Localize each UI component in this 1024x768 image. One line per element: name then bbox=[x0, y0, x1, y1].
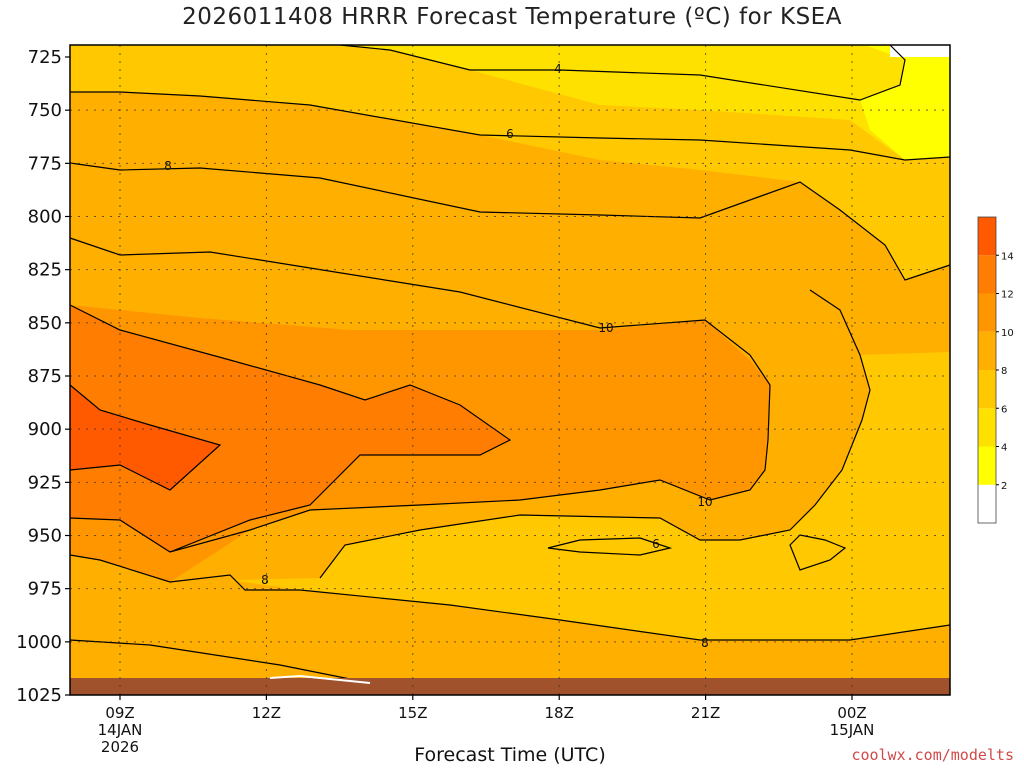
band-2-4 bbox=[860, 45, 950, 160]
contour-lines bbox=[69, 44, 951, 684]
contour-label: 6 bbox=[652, 537, 660, 551]
colorbar-swatch bbox=[978, 484, 996, 523]
contour-12 bbox=[69, 384, 222, 491]
contour-label: 10 bbox=[697, 495, 712, 509]
ground-strip-edge bbox=[269, 674, 371, 684]
x-tick-sublabel: 15JAN bbox=[830, 721, 875, 739]
contour-6 bbox=[70, 91, 951, 161]
chart-title: 2026011408 HRRR Forecast Temperature (ºC… bbox=[182, 4, 842, 30]
contour-8-mid bbox=[69, 304, 512, 553]
credit-text: coolwx.com/modelts bbox=[851, 746, 1014, 764]
x-axis-label: Forecast Time (UTC) bbox=[414, 744, 606, 766]
contour-label: 8 bbox=[261, 573, 269, 587]
contour-6-loop bbox=[789, 534, 847, 571]
y-tick-label: 750 bbox=[28, 100, 62, 121]
colorbar-swatch bbox=[978, 255, 996, 294]
colorbar-tick-label: 4 bbox=[1001, 443, 1007, 454]
colorbar-tick-label: 6 bbox=[1001, 404, 1007, 415]
contour-8-lower bbox=[69, 554, 951, 641]
band-12-14 bbox=[70, 305, 510, 552]
colorbar-tick-label: 2 bbox=[1001, 481, 1007, 492]
contour-labels: 4 6 8 10 10 6 8 8 bbox=[164, 62, 712, 650]
contour-4 bbox=[339, 44, 906, 101]
x-tick-label: 09Z bbox=[105, 704, 134, 722]
x-tick-sublabel: 2026 bbox=[101, 738, 139, 756]
contour-8-upper bbox=[69, 162, 951, 281]
contour-6-lower bbox=[319, 289, 871, 579]
y-tick-label: 1025 bbox=[16, 685, 62, 706]
ground-strip bbox=[70, 678, 950, 695]
x-tick-sublabel: 14JAN bbox=[98, 721, 143, 739]
colorbar-swatch bbox=[978, 446, 996, 485]
contour-label: 8 bbox=[701, 636, 709, 650]
colorbar-tick-label: 8 bbox=[1001, 366, 1007, 377]
y-axis-ticks: 725 750 775 800 825 850 875 900 925 950 975 1000 102… bbox=[16, 47, 70, 706]
y-tick-label: 1000 bbox=[16, 632, 62, 653]
colorbar-swatch bbox=[978, 331, 996, 370]
colorbar-swatch bbox=[978, 370, 996, 409]
contour-label: 4 bbox=[554, 62, 562, 76]
colorbar-tick-label: 14 bbox=[1001, 251, 1014, 262]
band-6-8-lower bbox=[230, 352, 950, 640]
x-tick-label: 12Z bbox=[252, 704, 281, 722]
y-tick-label: 775 bbox=[28, 153, 62, 174]
band-4-6 bbox=[70, 45, 950, 160]
x-tick-label: 15Z bbox=[398, 704, 427, 722]
colorbar-tick-label: 10 bbox=[1001, 328, 1014, 339]
colorbar-swatch bbox=[978, 293, 996, 332]
band-below-2 bbox=[890, 45, 950, 57]
contour-6-island bbox=[547, 537, 673, 556]
colorbar: 2 4 6 8 10 12 14 bbox=[977, 216, 1014, 524]
x-tick-label: 21Z bbox=[691, 704, 720, 722]
band-14-plus bbox=[70, 385, 220, 490]
y-tick-label: 900 bbox=[28, 419, 62, 440]
contour-8-bottom bbox=[69, 639, 371, 684]
grid-lines bbox=[70, 45, 950, 695]
y-tick-label: 875 bbox=[28, 366, 62, 387]
contour-label: 8 bbox=[164, 159, 172, 173]
temperature-bands bbox=[70, 45, 950, 695]
y-tick-label: 975 bbox=[28, 579, 62, 600]
contour-label: 10 bbox=[598, 321, 613, 335]
x-tick-label: 18Z bbox=[545, 704, 574, 722]
colorbar-swatch bbox=[978, 408, 996, 447]
y-tick-label: 925 bbox=[28, 472, 62, 493]
contour-10 bbox=[69, 237, 771, 553]
y-tick-label: 950 bbox=[28, 526, 62, 547]
y-tick-label: 800 bbox=[28, 207, 62, 228]
contour-label: 6 bbox=[506, 127, 514, 141]
y-tick-label: 725 bbox=[28, 47, 62, 68]
y-tick-label: 850 bbox=[28, 313, 62, 334]
colorbar-swatch bbox=[978, 217, 996, 256]
plot-frame bbox=[69, 44, 951, 696]
colorbar-tick-label: 12 bbox=[1001, 290, 1014, 301]
x-tick-label: 00Z bbox=[837, 704, 866, 722]
y-tick-label: 825 bbox=[28, 260, 62, 281]
